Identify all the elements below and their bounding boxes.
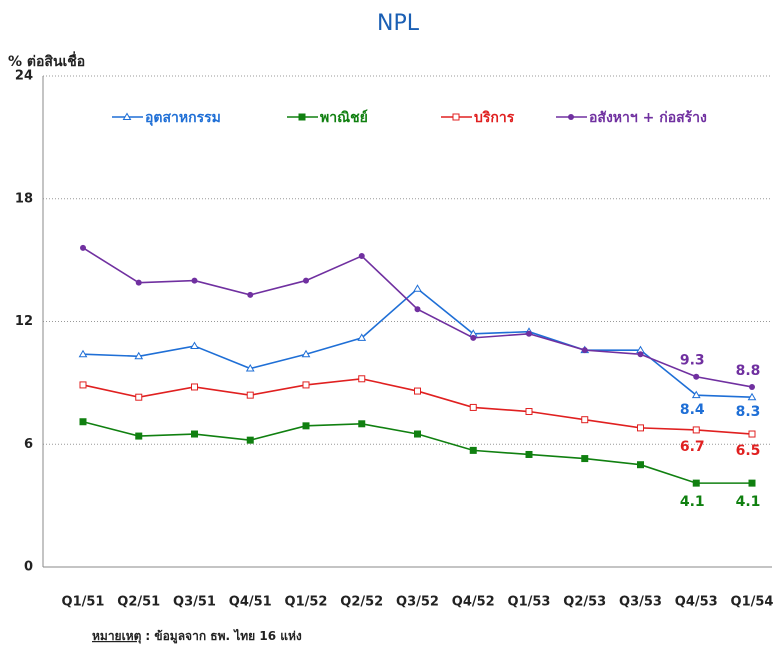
x-tick-label: Q1/53 [508,595,551,610]
value-label: 8.8 [736,363,761,379]
x-tick-label: Q1/51 [62,595,105,610]
marker [748,430,756,438]
footnote: หมายเหตุ: ข้อมูลจาก ธพ. ไทย 16 แห่ง [92,628,302,644]
value-label: 6.7 [680,439,705,455]
y-tick-label: 18 [15,191,33,206]
marker [191,430,198,438]
footnote-label: หมายเหตุ [92,629,142,644]
marker [414,430,421,438]
marker [302,422,310,430]
marker [135,393,143,401]
legend-label: บริการ [474,110,515,126]
marker [134,351,144,360]
marker [301,349,311,358]
marker [452,113,460,121]
marker [191,383,198,391]
marker [693,373,700,380]
marker [358,375,366,383]
y-tick-label: 6 [24,437,33,452]
marker [245,364,255,372]
marker [298,113,306,121]
marker [358,253,365,260]
marker [303,277,309,284]
marker [246,436,254,444]
value-label: 8.3 [736,404,761,420]
marker [413,284,422,292]
x-tick-label: Q4/52 [452,595,495,610]
marker [748,479,756,487]
marker [637,461,644,469]
marker [190,341,199,350]
y-tick-label: 12 [15,314,33,329]
legend-label: พาณิชย์ [320,109,368,126]
series-line [82,287,753,398]
series-line [82,377,753,435]
marker [470,334,477,341]
marker [469,446,477,454]
marker [525,408,533,416]
footnote-text: : ข้อมูลจาก ธพ. ไทย 16 แห่ง [145,628,302,644]
x-tick-label: Q3/52 [396,595,439,610]
marker [122,112,132,120]
value-label: 4.1 [680,494,705,510]
legend-label: อุตสาหกรรม [145,110,221,126]
legend-label: อสังหาฯ + ก่อสร้าง [589,110,707,126]
y-tick-label: 0 [24,560,33,575]
marker [581,455,589,463]
marker [78,349,88,358]
x-tick-label: Q4/53 [675,595,718,610]
marker [247,291,254,298]
value-label: 6.5 [736,443,761,459]
marker [414,387,421,395]
marker [414,306,421,313]
marker [525,450,533,458]
marker [749,383,755,390]
marker [581,347,588,354]
marker [357,333,367,341]
y-axis-label: % ต่อสินเชื่อ [8,51,85,70]
marker [358,420,366,428]
x-tick-label: Q2/53 [563,595,606,610]
value-label: 4.1 [736,494,761,510]
marker [637,351,644,358]
marker [692,426,700,434]
marker [691,390,701,399]
marker [80,244,86,251]
marker [135,279,142,286]
x-tick-label: Q2/52 [340,595,383,610]
marker [637,424,644,432]
series-line [82,247,753,388]
x-tick-label: Q4/51 [229,595,272,610]
value-label: 8.4 [680,402,705,418]
marker [581,416,589,424]
x-tick-label: Q3/53 [619,595,662,610]
marker [526,330,532,337]
y-tick-label: 24 [15,69,33,84]
marker [568,114,574,120]
marker [469,403,477,411]
value-label: 9.3 [680,353,705,369]
x-tick-label: Q1/52 [285,595,328,610]
marker [79,418,87,426]
marker [302,381,310,389]
marker [191,277,198,284]
marker [79,381,87,389]
marker [246,391,254,399]
marker [692,479,700,487]
x-tick-label: Q1/54 [731,595,774,610]
marker [747,392,757,401]
x-tick-label: Q3/51 [173,595,216,610]
chart-title: NPL [377,11,420,36]
x-tick-label: Q2/51 [117,595,160,610]
marker [135,432,143,440]
